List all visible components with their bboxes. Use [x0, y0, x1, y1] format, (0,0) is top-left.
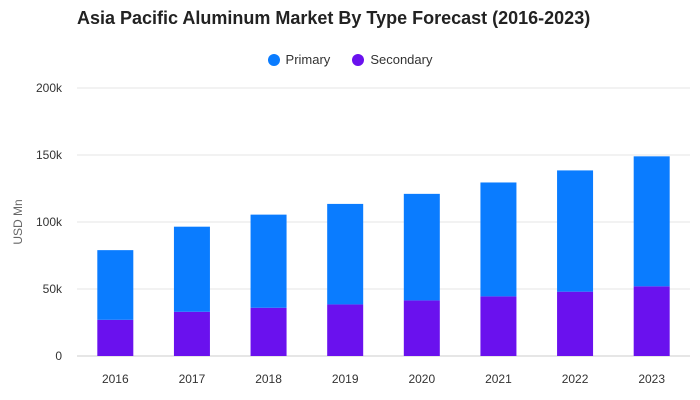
y-tick-label: 100k: [36, 215, 63, 229]
bar-primary-2022[interactable]: [557, 170, 594, 292]
x-tick-label: 2023: [638, 372, 665, 386]
bar-primary-2023[interactable]: [633, 156, 670, 287]
y-tick-label: 50k: [43, 282, 63, 296]
y-tick-label: 0: [55, 349, 62, 363]
bar-primary-2018[interactable]: [250, 214, 287, 308]
x-tick-label: 2019: [332, 372, 359, 386]
legend-swatch-primary: [267, 53, 280, 66]
bar-secondary-2017[interactable]: [173, 311, 210, 356]
bar-secondary-2018[interactable]: [250, 307, 287, 356]
chart-legend: Primary Secondary: [0, 52, 700, 67]
x-tick-label: 2018: [255, 372, 282, 386]
gridlines: [77, 87, 690, 357]
bar-primary-2019[interactable]: [327, 203, 364, 305]
x-tick-label: 2017: [179, 372, 206, 386]
y-axis-ticks: 0 50k 100k 150k 200k: [36, 81, 63, 363]
y-tick-label: 200k: [36, 81, 63, 95]
bar-primary-2020[interactable]: [403, 193, 440, 301]
x-tick-label: 2021: [485, 372, 512, 386]
y-tick-label: 150k: [36, 148, 63, 162]
bar-secondary-2022[interactable]: [557, 291, 594, 356]
bar-secondary-2021[interactable]: [480, 296, 517, 356]
legend-item-secondary[interactable]: Secondary: [352, 52, 432, 67]
chart-title: Asia Pacific Aluminum Market By Type For…: [77, 8, 591, 28]
x-axis-ticks: 2016 2017 2018 2019 2020 2021 2022 2023: [102, 372, 665, 386]
x-tick-label: 2016: [102, 372, 129, 386]
bar-primary-2016[interactable]: [97, 250, 134, 320]
legend-item-primary[interactable]: Primary: [267, 52, 331, 67]
bar-primary-2017[interactable]: [173, 226, 210, 312]
x-tick-label: 2022: [562, 372, 589, 386]
bar-secondary-2020[interactable]: [403, 300, 440, 356]
bars: [97, 156, 670, 356]
bar-secondary-2023[interactable]: [633, 286, 670, 356]
y-axis-title: USD Mn: [11, 199, 25, 244]
legend-swatch-secondary: [352, 53, 365, 66]
legend-label-primary: Primary: [285, 52, 331, 67]
bar-primary-2021[interactable]: [480, 182, 517, 297]
bar-secondary-2016[interactable]: [97, 319, 134, 356]
x-tick-label: 2020: [408, 372, 435, 386]
bar-secondary-2019[interactable]: [327, 304, 364, 356]
legend-label-secondary: Secondary: [370, 52, 433, 67]
